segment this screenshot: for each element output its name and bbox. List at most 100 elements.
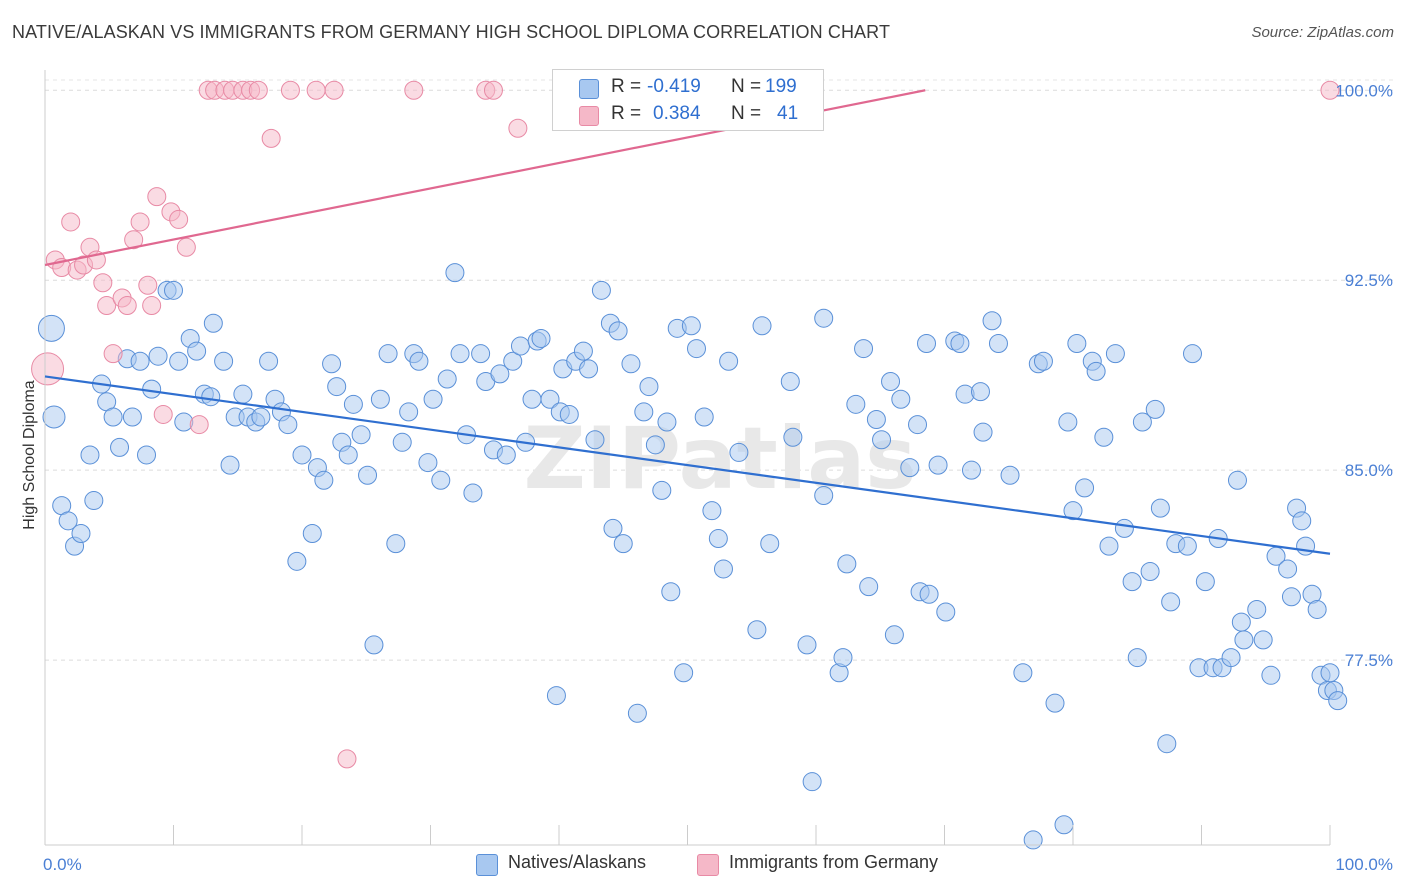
point-natives: [122, 407, 142, 427]
bottom-legend-swatch-germany: [697, 854, 719, 876]
point-natives: [866, 410, 886, 430]
point-natives: [573, 341, 593, 361]
point-natives: [645, 435, 665, 455]
point-natives: [1150, 498, 1170, 518]
point-germany: [117, 296, 137, 316]
point-layer: [31, 80, 1348, 850]
point-natives: [1094, 427, 1114, 447]
legend-row-germany: R = 0.384 N = 41: [553, 101, 823, 127]
point-natives: [423, 389, 443, 409]
point-natives: [431, 470, 451, 490]
point-natives: [1045, 693, 1065, 713]
point-natives: [797, 635, 817, 655]
point-natives: [1013, 663, 1033, 683]
point-natives: [445, 263, 465, 283]
point-natives: [1221, 648, 1241, 668]
point-natives: [1292, 511, 1312, 531]
point-natives: [510, 336, 530, 356]
point-germany: [261, 128, 281, 148]
point-natives: [837, 554, 857, 574]
point-natives: [936, 602, 956, 622]
point-natives: [613, 534, 633, 554]
point-natives: [110, 437, 130, 457]
point-natives: [386, 534, 406, 554]
point-natives: [1234, 630, 1254, 650]
point-natives: [292, 445, 312, 465]
point-germany: [142, 296, 162, 316]
point-germany: [124, 230, 144, 250]
point-natives: [1278, 559, 1298, 579]
point-natives: [322, 354, 342, 374]
point-natives: [783, 427, 803, 447]
point-natives: [961, 460, 981, 480]
point-natives: [1307, 599, 1327, 619]
point-natives: [708, 529, 728, 549]
point-germany: [1320, 80, 1340, 100]
point-natives: [872, 430, 892, 450]
point-natives: [418, 453, 438, 473]
point-natives: [1320, 663, 1340, 683]
point-natives: [681, 316, 701, 336]
point-natives: [251, 407, 271, 427]
point-natives: [187, 341, 207, 361]
point-natives: [1177, 536, 1197, 556]
point-natives: [1063, 501, 1083, 521]
point-natives: [919, 584, 939, 604]
point-natives: [833, 648, 853, 668]
point-natives: [1023, 830, 1043, 850]
point-natives: [1086, 361, 1106, 381]
trend-line-natives: [44, 375, 1331, 555]
point-natives: [1247, 599, 1267, 619]
y-tick-label: 100.0%: [1335, 81, 1393, 100]
point-germany: [103, 344, 123, 364]
point-natives: [364, 635, 384, 655]
point-natives: [802, 772, 822, 792]
point-natives: [814, 308, 834, 328]
point-germany: [483, 80, 503, 100]
point-natives: [1033, 351, 1053, 371]
point-germany: [337, 749, 357, 769]
legend-swatch-natives: [579, 79, 599, 99]
point-natives: [37, 314, 65, 342]
point-natives: [729, 442, 749, 462]
point-natives: [1054, 815, 1074, 835]
point-natives: [1296, 536, 1316, 556]
point-natives: [58, 511, 78, 531]
point-natives: [540, 389, 560, 409]
point-natives: [531, 328, 551, 348]
point-natives: [713, 559, 733, 579]
point-natives: [1105, 344, 1125, 364]
point-natives: [338, 445, 358, 465]
point-natives: [814, 485, 834, 505]
point-natives: [392, 432, 412, 452]
point-natives: [148, 346, 168, 366]
point-natives: [891, 389, 911, 409]
point-natives: [546, 686, 566, 706]
point-natives: [358, 465, 378, 485]
point-natives: [214, 351, 234, 371]
correlation-legend: R = -0.419 N = 199 R = 0.384 N = 41: [552, 69, 824, 131]
y-tick-label: 85.0%: [1345, 461, 1393, 480]
point-germany: [324, 80, 344, 100]
point-natives: [84, 491, 104, 511]
point-germany: [153, 404, 173, 424]
point-natives: [399, 402, 419, 422]
legend-r-label: R =: [611, 76, 642, 97]
bottom-legend-label-natives: Natives/Alaskans: [508, 852, 647, 872]
point-natives: [559, 404, 579, 424]
point-natives: [1058, 412, 1078, 432]
point-natives: [437, 369, 457, 389]
point-natives: [686, 339, 706, 359]
point-natives: [674, 663, 694, 683]
point-natives: [471, 344, 491, 364]
point-natives: [747, 620, 767, 640]
point-natives: [928, 455, 948, 475]
point-natives: [203, 313, 223, 333]
point-natives: [463, 483, 483, 503]
point-natives: [343, 394, 363, 414]
point-natives: [608, 321, 628, 341]
point-natives: [370, 389, 390, 409]
legend-n-value: 41: [777, 103, 799, 124]
point-natives: [490, 364, 510, 384]
point-natives: [1067, 334, 1087, 354]
